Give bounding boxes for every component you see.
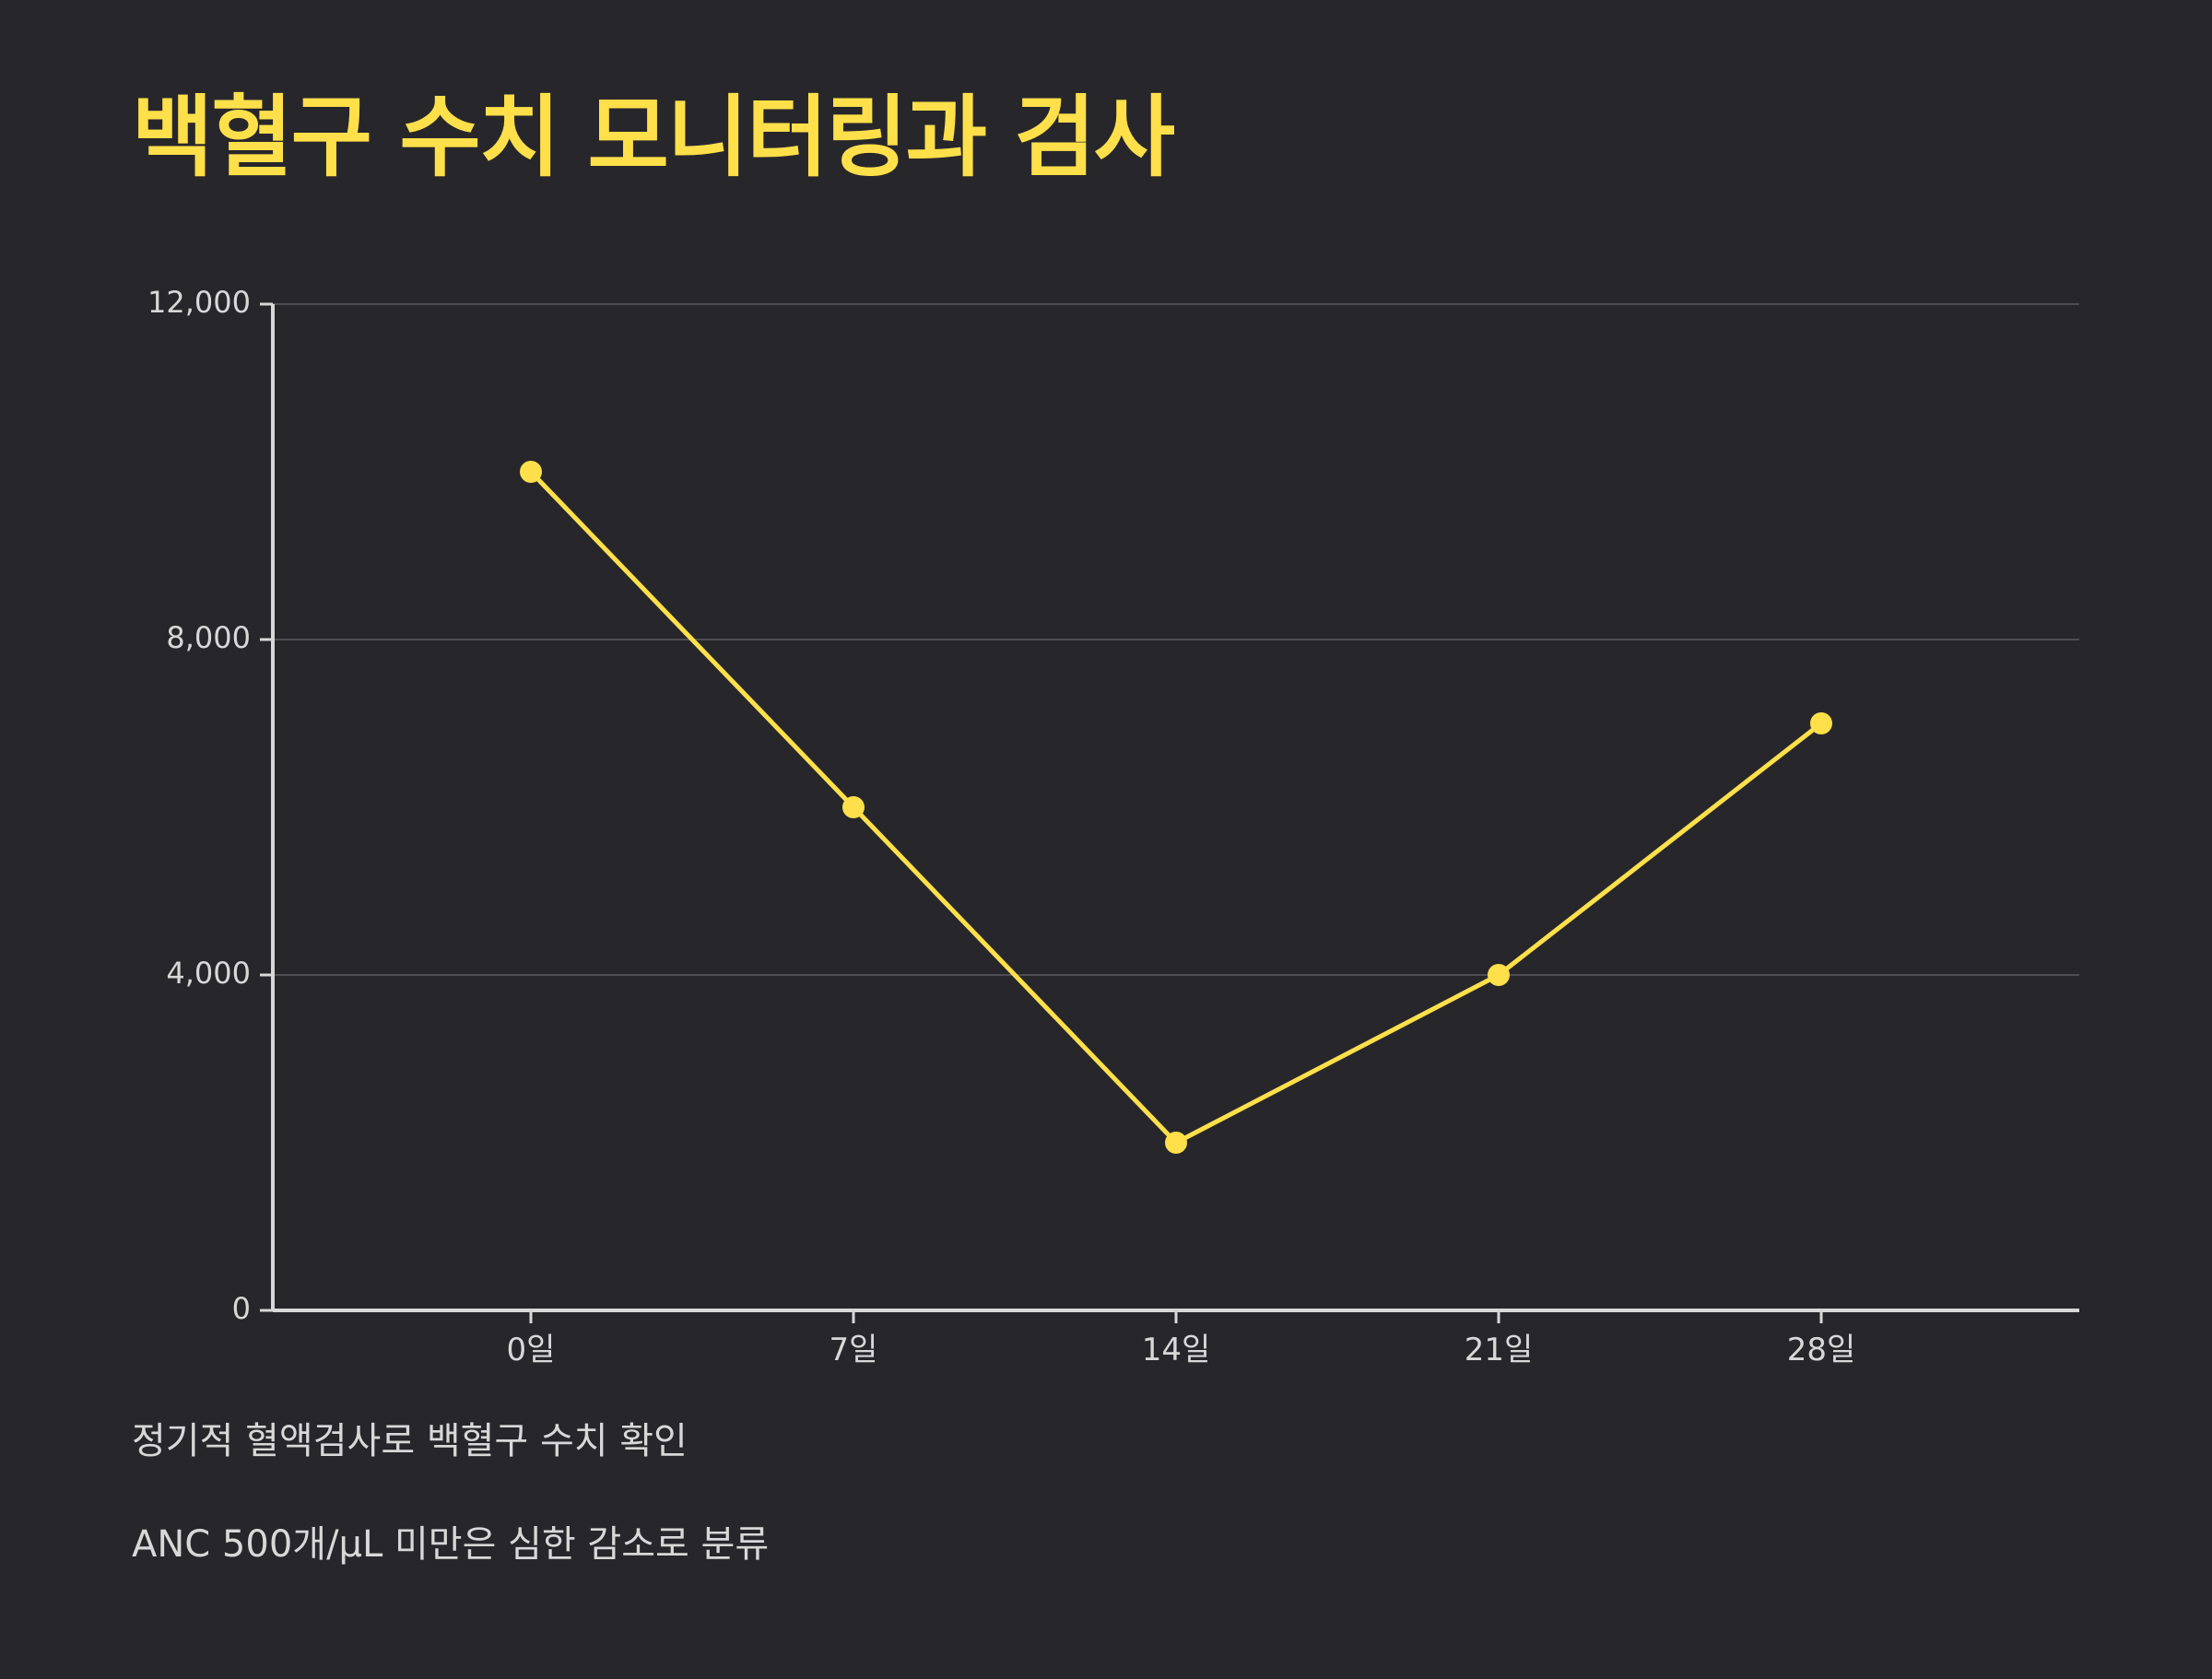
data-point	[520, 461, 542, 483]
y-tick-label: 4,000	[166, 956, 251, 991]
x-tick-label: 7일	[830, 1332, 878, 1368]
data-series	[520, 461, 1832, 1154]
x-tick-label: 21일	[1465, 1332, 1534, 1368]
y-tick-label: 8,000	[166, 620, 251, 655]
data-point	[842, 796, 865, 818]
data-point	[1488, 964, 1510, 986]
chart-title: 백혈구 수치 모니터링과 검사	[132, 86, 1175, 189]
axes	[260, 302, 2079, 1323]
chart-note-2: ANC 500개/μL 미만은 심한 감소로 분류	[132, 1523, 770, 1566]
data-point	[1810, 712, 1832, 734]
tick-labels: 0 4,000 8,000 12,000 0일 7일 14일 21일 28일	[147, 285, 1855, 1368]
x-tick-label: 28일	[1787, 1332, 1856, 1368]
chart-note-1: 정기적 혈액검사로 백혈구 수치 확인	[132, 1420, 688, 1462]
data-point	[1165, 1132, 1187, 1154]
x-tick-label: 14일	[1142, 1332, 1211, 1368]
x-tick-label: 0일	[507, 1332, 556, 1368]
y-tick-label: 0	[232, 1291, 251, 1326]
y-tick-label: 12,000	[147, 285, 251, 320]
series-line	[528, 469, 1824, 1145]
gridlines	[273, 303, 2079, 976]
